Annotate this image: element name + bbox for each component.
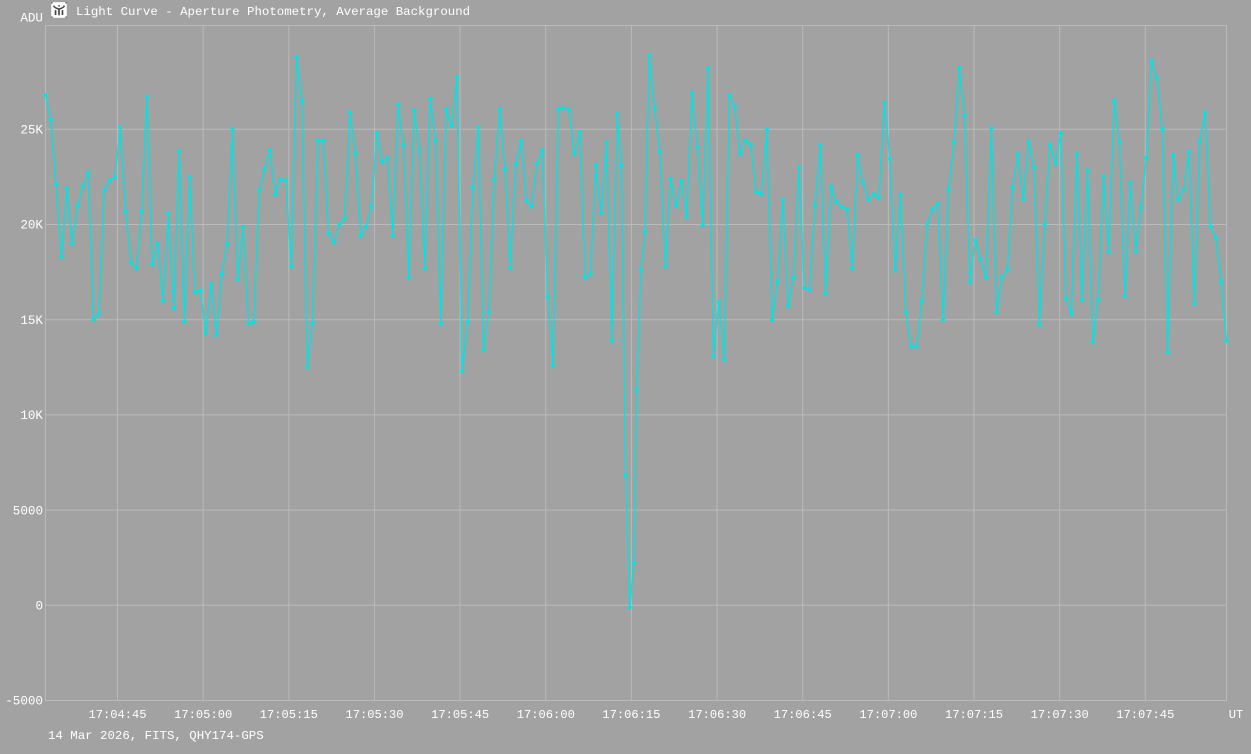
svg-text:17:05:30: 17:05:30 [345,708,403,722]
svg-text:17:07:45: 17:07:45 [1116,708,1174,722]
svg-text:17:05:00: 17:05:00 [174,708,232,722]
svg-text:17:07:00: 17:07:00 [859,708,917,722]
svg-text:0: 0 [35,600,43,614]
svg-text:17:05:45: 17:05:45 [431,708,489,722]
svg-text:17:06:00: 17:06:00 [517,708,575,722]
svg-text:17:06:30: 17:06:30 [688,708,746,722]
svg-text:20K: 20K [20,219,43,233]
svg-text:ADU: ADU [20,12,43,26]
svg-text:17:06:15: 17:06:15 [602,708,660,722]
svg-text:5000: 5000 [13,504,43,518]
svg-text:17:07:15: 17:07:15 [945,708,1003,722]
svg-text:14 Mar 2026, FITS, QHY174-GPS: 14 Mar 2026, FITS, QHY174-GPS [48,729,264,743]
svg-text:17:07:30: 17:07:30 [1031,708,1089,722]
svg-text:-5000: -5000 [5,695,43,709]
svg-text:17:05:15: 17:05:15 [260,708,318,722]
svg-text:15K: 15K [20,314,43,328]
svg-text:17:06:45: 17:06:45 [774,708,832,722]
svg-text:Light Curve - Aperture Photome: Light Curve - Aperture Photometry, Avera… [76,5,470,19]
svg-text:25K: 25K [20,124,43,138]
svg-text:10K: 10K [20,409,43,423]
svg-text:UT: UT [1229,708,1244,722]
svg-text:17:04:45: 17:04:45 [88,708,146,722]
